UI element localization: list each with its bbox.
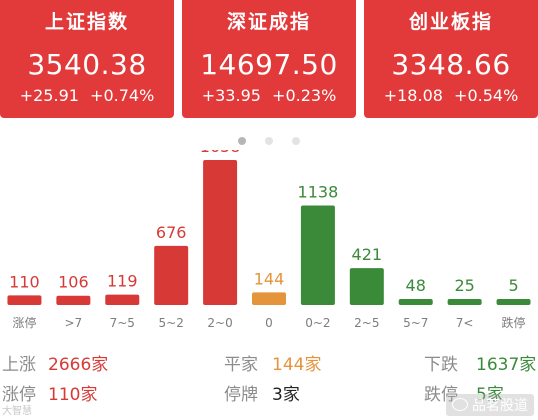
bar-value-label: 144 [254, 269, 285, 288]
bar-value-label: 110 [9, 272, 40, 291]
bar-value-label: 1658 [200, 150, 241, 156]
bar-category-label: 7< [456, 316, 474, 330]
author-watermark-text: 品茗股道 [472, 398, 528, 414]
index-card-chinext[interactable]: 创业板指 3348.66 +18.08 +0.54% [364, 0, 538, 118]
market-stats: 上涨 2666家 平家 144家 下跌 1637家 涨停 110家 停牌 3家 … [0, 346, 538, 420]
suspended-label: 停牌 [224, 385, 258, 405]
index-change: +25.91 [19, 86, 79, 105]
limit-down-value: 5家 [476, 385, 504, 405]
index-name: 深证成指 [226, 11, 311, 33]
bar-category-label: 跌停 [502, 315, 526, 330]
wechat-icon [452, 398, 468, 411]
index-name: 上证指数 [44, 11, 129, 33]
index-change-row: +25.91 +0.74% [0, 86, 174, 105]
bar-category-label: >7 [65, 316, 83, 330]
index-change-row: +18.08 +0.54% [364, 86, 538, 105]
page-dot[interactable] [292, 137, 301, 145]
index-card-shanghai[interactable]: 上证指数 3540.38 +25.91 +0.74% [0, 0, 174, 118]
index-cards: 上证指数 3540.38 +25.91 +0.74% 深证成指 14697.50… [0, 0, 538, 118]
bar-2 [105, 294, 140, 305]
index-change: +33.95 [201, 86, 261, 105]
index-percent: +0.74% [90, 86, 155, 105]
flat-value: 144家 [272, 355, 322, 375]
bar-value-label: 119 [107, 272, 138, 291]
author-watermark: 品茗股道 [446, 394, 534, 416]
bar-value-label: 1138 [298, 182, 339, 201]
bar-category-label: 7~5 [110, 316, 135, 330]
bar-0 [7, 295, 42, 305]
page-dot[interactable] [265, 137, 273, 145]
bar-value-label: 106 [58, 273, 89, 292]
bar-7 [349, 268, 384, 305]
bar-4 [203, 160, 238, 305]
limit-up-label: 涨停 [2, 385, 36, 405]
index-percent: +0.54% [454, 86, 519, 105]
bar-value-label: 421 [352, 245, 383, 264]
up-label: 上涨 [2, 355, 36, 375]
bar-6 [300, 205, 335, 305]
bar-category-label: 2~5 [354, 316, 379, 330]
page-dot-active[interactable] [237, 137, 246, 145]
bar-value-label: 5 [508, 276, 518, 295]
bar-category-label: 0~2 [305, 316, 330, 330]
source-watermark: 大智慧 [2, 406, 32, 417]
suspended-value: 3家 [272, 385, 300, 405]
flat-label: 平家 [224, 355, 258, 375]
limit-up-value: 110家 [48, 385, 98, 405]
index-change-row: +33.95 +0.23% [182, 86, 356, 105]
down-label: 下跌 [424, 355, 458, 375]
index-percent: +0.23% [272, 86, 337, 105]
distribution-chart: 110 涨停 106 >7 119 7~5 676 5~2 1658 2~0 144 0 1138 0~2… [0, 150, 538, 340]
page-indicator[interactable] [0, 130, 538, 149]
index-value: 3540.38 [27, 48, 147, 81]
bar-value-label: 676 [156, 223, 187, 242]
distribution-chart-svg: 110 涨停 106 >7 119 7~5 676 5~2 1658 2~0 144 0 1138 0~2… [7, 150, 531, 330]
bar-value-label: 48 [406, 276, 426, 295]
bar-5 [252, 292, 286, 305]
bar-value-label: 25 [454, 276, 474, 295]
index-card-shenzhen[interactable]: 深证成指 14697.50 +33.95 +0.23% [182, 0, 356, 118]
up-value: 2666家 [48, 355, 109, 375]
bar-1 [56, 295, 91, 305]
down-value: 1637家 [476, 355, 537, 375]
bar-category-label: 涨停 [12, 315, 36, 330]
index-change: +18.08 [383, 86, 443, 105]
index-value: 3348.66 [391, 48, 511, 81]
bar-9 [447, 299, 482, 305]
bar-category-label: 0 [265, 316, 273, 330]
bar-10 [496, 299, 531, 305]
limit-down-label: 跌停 [424, 385, 458, 405]
bar-3 [154, 245, 189, 305]
bar-category-label: 2~0 [207, 316, 232, 330]
index-value: 14697.50 [200, 48, 338, 81]
bar-category-label: 5~2 [159, 316, 184, 330]
bar-category-label: 5~7 [403, 316, 428, 330]
bar-8 [398, 299, 433, 305]
index-name: 创业板指 [408, 11, 493, 33]
